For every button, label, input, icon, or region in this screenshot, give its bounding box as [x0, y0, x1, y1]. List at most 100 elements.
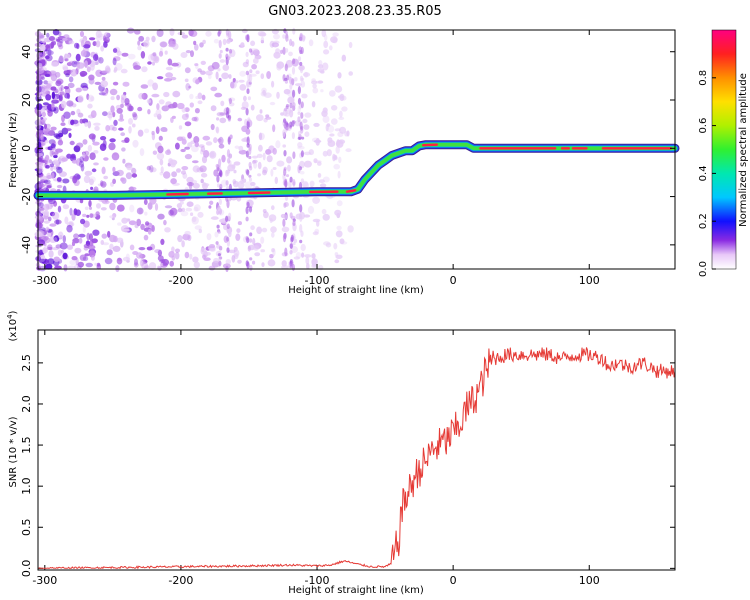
- spectrogram-noise-speck: [262, 209, 267, 213]
- spectrogram-noise-speck: [40, 207, 45, 212]
- spectrogram-noise-speck: [268, 214, 277, 222]
- spectrogram-noise-speck: [249, 264, 253, 272]
- spectrogram-noise-speck: [211, 61, 220, 70]
- spectrogram-noise-speck: [339, 110, 343, 118]
- spectrogram-noise-speck: [145, 221, 150, 226]
- spectrogram-noise-speck: [51, 71, 56, 77]
- svg-text:(x104): (x104): [6, 310, 19, 341]
- spectrogram-noise-speck: [40, 210, 47, 214]
- spectrogram-noise-speck: [76, 62, 80, 71]
- spectrogram-noise-speck: [248, 177, 253, 182]
- spectrogram-noise-speck: [180, 210, 189, 217]
- spectrogram-noise-speck: [82, 152, 86, 159]
- spectrogram-noise-speck: [47, 232, 51, 237]
- snr-y-scale-prefix: (x10: [8, 319, 19, 342]
- spectrogram-noise-speck: [102, 111, 108, 117]
- snr-y-scale-note: (x104): [6, 310, 19, 341]
- spectrogram-noise-speck: [246, 81, 250, 88]
- spectrogram-noise-speck: [200, 70, 206, 75]
- spectrogram-noise-speck: [193, 261, 200, 269]
- spectrogram-noise-speck: [160, 41, 167, 48]
- spectrogram-noise-speck: [62, 204, 70, 210]
- spectrogram-noise-speck: [120, 103, 124, 108]
- spectrogram-noise-speck: [103, 157, 109, 161]
- spectrogram-noise-speck: [153, 113, 158, 118]
- spectrogram-noise-speck: [248, 206, 253, 213]
- spectrogram-noise-speck: [92, 141, 100, 146]
- spectrogram-noise-speck: [249, 238, 253, 243]
- spectrogram-noise-speck: [124, 137, 130, 144]
- spectrogram-noise-speck: [147, 79, 154, 87]
- spectrogram-noise-speck: [100, 207, 107, 211]
- spectrogram-noise-speck: [168, 158, 174, 164]
- spectrogram-noise-speck: [89, 178, 94, 186]
- spectrogram-noise-speck: [148, 262, 157, 270]
- spectrogram-noise-speck: [180, 52, 188, 58]
- spectrogram-noise-speck: [156, 29, 164, 37]
- spectrogram-noise-speck: [42, 102, 49, 106]
- spectrogram-noise-speck: [51, 61, 59, 67]
- spectrogram-noise-speck: [152, 61, 155, 66]
- snr-x-tick-label: 0: [450, 574, 457, 587]
- spectrogram-noise-speck: [66, 100, 74, 107]
- spectrogram-noise-speck: [112, 166, 116, 173]
- spectrogram-noise-speck: [45, 263, 53, 270]
- spectrogram-noise-speck: [180, 170, 187, 175]
- spectrogram-noise-speck: [218, 29, 222, 35]
- spectrogram-noise-speck: [133, 65, 142, 70]
- spectrogram-noise-speck: [283, 122, 287, 129]
- spectrogram-noise-speck: [299, 224, 303, 233]
- spectrogram-noise-speck: [322, 213, 330, 221]
- spectrogram-noise-speck: [94, 125, 100, 131]
- spectrogram-noise-speck: [46, 185, 52, 189]
- spectrogram-noise-speck: [185, 50, 191, 54]
- spectrogram-noise-speck: [90, 96, 95, 102]
- spectrogram-noise-speck: [104, 32, 110, 38]
- spectrogram-noise-speck: [299, 213, 303, 222]
- spectrogram-noise-speck: [54, 219, 62, 225]
- spectrogram-noise-speck: [124, 98, 130, 105]
- spectrogram-noise-speck: [109, 88, 118, 96]
- spectrogram-noise-speck: [289, 265, 293, 269]
- spectrogram-noise-speck: [43, 179, 51, 184]
- spectrogram-noise-speck: [280, 49, 283, 55]
- spectrogram-noise-speck: [155, 109, 162, 117]
- spectrogram-noise-speck: [80, 163, 85, 172]
- spectrogram-noise-speck: [143, 199, 148, 206]
- spectrogram-noise-speck: [168, 209, 174, 216]
- spectrogram-noise-speck: [181, 207, 185, 212]
- spectrogram-noise-speck: [283, 202, 287, 208]
- spectrogram-noise-speck: [165, 149, 172, 155]
- spectrogram-noise-speck: [262, 152, 266, 161]
- spectrogram-noise-speck: [308, 39, 314, 47]
- spectrogram-noise-speck: [225, 180, 229, 186]
- spectrogram-noise-speck: [253, 245, 260, 251]
- snr-plot-area: [38, 330, 675, 570]
- spectrogram-noise-speck: [65, 128, 72, 132]
- spectrogram-x-tick-label: -100: [305, 274, 330, 287]
- spectrogram-noise-speck: [43, 80, 49, 85]
- spectrogram-noise-speck: [67, 265, 76, 270]
- spectrogram-noise-speck: [265, 114, 270, 118]
- spectrogram-noise-speck: [79, 118, 84, 124]
- spectrogram-noise-speck: [288, 51, 293, 57]
- spectrogram-noise-speck: [292, 151, 296, 159]
- spectrogram-noise-speck: [249, 232, 253, 237]
- spectrogram-noise-speck: [232, 179, 237, 185]
- spectrogram-noise-speck: [152, 150, 158, 155]
- spectrogram-noise-speck: [225, 170, 229, 177]
- spectrogram-noise-speck: [114, 63, 123, 71]
- spectrogram-noise-speck: [47, 103, 52, 111]
- spectrogram-noise-speck: [282, 129, 286, 138]
- spectrogram-x-tick-label: 0: [450, 274, 457, 287]
- spectrogram-noise-speck: [195, 79, 200, 85]
- spectrogram-noise-speck: [164, 227, 171, 233]
- spectrogram-noise-speck: [216, 112, 225, 117]
- spectrogram-noise-speck: [50, 126, 57, 131]
- spectrogram-noise-speck: [282, 218, 286, 227]
- spectrogram-noise-speck: [84, 60, 88, 68]
- spectrogram-noise-speck: [97, 33, 105, 38]
- spectrogram-noise-speck: [209, 150, 217, 159]
- spectrogram-noise-speck: [300, 230, 304, 237]
- spectrogram-noise-speck: [337, 72, 342, 79]
